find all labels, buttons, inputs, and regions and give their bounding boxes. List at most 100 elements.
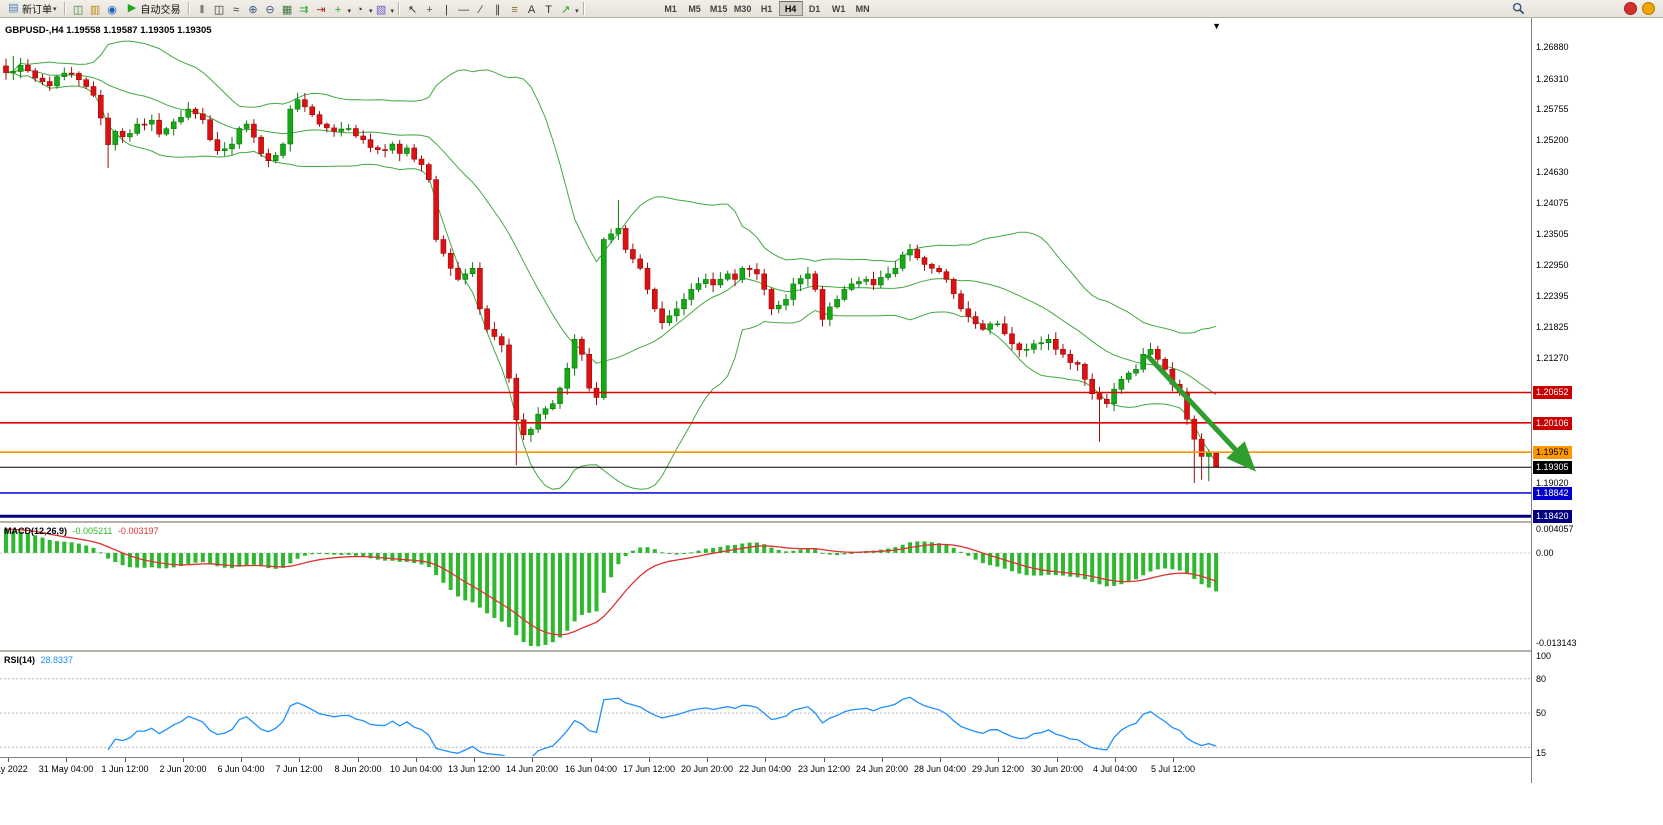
- auto-scroll-icon[interactable]: ⇉: [299, 3, 309, 16]
- chart-shift-icon[interactable]: ⇥: [316, 3, 326, 16]
- new-chart-icon[interactable]: ◫: [72, 3, 84, 16]
- candle: [783, 299, 789, 306]
- candle: [1133, 368, 1139, 374]
- time-tick: [765, 758, 766, 762]
- macd-histogram-bar: [784, 551, 788, 553]
- candle: [46, 81, 53, 87]
- macd-histogram-bar: [84, 545, 89, 553]
- status-icon-yellow[interactable]: [1642, 2, 1655, 15]
- macd-panel[interactable]: [0, 523, 1531, 650]
- macd-histogram-bar: [302, 553, 307, 556]
- trend-arrow[interactable]: [1145, 353, 1257, 472]
- macd-histogram-bar: [951, 547, 956, 553]
- time-axis-label: May 2022: [0, 764, 28, 774]
- candle: [119, 131, 126, 138]
- crosshair-icon[interactable]: +: [426, 3, 433, 16]
- tile-windows-icon[interactable]: ▦: [281, 3, 293, 16]
- search-icon[interactable]: [1510, 1, 1527, 16]
- macd-histogram-bar: [98, 552, 103, 554]
- time-axis-label: 16 Jun 04:00: [564, 764, 618, 774]
- timeframe-button-m30[interactable]: M30: [731, 1, 755, 16]
- price-tick-label: 1.22395: [1536, 291, 1569, 301]
- candle: [1213, 452, 1219, 468]
- candle: [54, 76, 60, 87]
- macd-histogram-bar: [390, 553, 395, 561]
- macd-histogram-bar: [849, 553, 854, 554]
- line-chart-icon[interactable]: ≈: [232, 3, 240, 16]
- time-axis-label: 28 Jun 04:00: [913, 764, 967, 774]
- timeframe-button-d1[interactable]: D1: [803, 1, 827, 16]
- time-axis[interactable]: May 2022 31 May 04:00 1 Jun 12:00 2 Jun 20:…: [0, 757, 1531, 783]
- status-icon-red[interactable]: [1624, 2, 1637, 15]
- panel-splitter[interactable]: [0, 650, 1663, 652]
- candle: [885, 273, 891, 278]
- horizontal-line-icon[interactable]: ―: [458, 3, 470, 16]
- price-chart[interactable]: ▼: [0, 18, 1531, 521]
- macd-signal-line: [5, 528, 1217, 636]
- label-icon[interactable]: T: [545, 3, 552, 16]
- candle: [221, 148, 228, 152]
- timeframe-button-mn[interactable]: MN: [851, 1, 875, 16]
- indicators-icon[interactable]: +: [334, 3, 342, 16]
- candle: [90, 86, 97, 96]
- timeframe-button-w1[interactable]: W1: [827, 1, 851, 16]
- candle: [936, 268, 942, 273]
- macd-histogram-bar: [1170, 553, 1175, 570]
- macd-histogram-bar: [397, 553, 402, 562]
- new-order-button[interactable]: ▤ 新订单 ▾: [2, 1, 60, 17]
- zoom-out-icon[interactable]: ⊖: [265, 3, 275, 16]
- candle: [39, 77, 46, 82]
- profiles-icon[interactable]: ▥: [89, 3, 101, 16]
- time-tick: [358, 758, 359, 762]
- macd-histogram-bar: [477, 553, 482, 608]
- panel-splitter[interactable]: [0, 521, 1663, 523]
- macd-histogram-bar: [470, 553, 475, 603]
- macd-histogram-bar: [317, 553, 322, 554]
- templates-icon[interactable]: ▧: [375, 3, 387, 16]
- trendline-icon[interactable]: ∕: [479, 3, 482, 16]
- chevron-down-icon: ▾: [390, 7, 395, 15]
- rsi-line: [107, 696, 1217, 756]
- price-scale[interactable]: 1.26880 1.26310 1.25755 1.25200 1.24630 1.240…: [1531, 18, 1663, 783]
- candle: [994, 323, 1001, 326]
- candle: [790, 283, 797, 300]
- macd-histogram-bar: [915, 541, 920, 553]
- fibonacci-icon[interactable]: ≡: [511, 3, 518, 16]
- rsi-scale-label: 80: [1536, 674, 1547, 684]
- candle: [1118, 378, 1125, 390]
- macd-histogram-bar: [1214, 553, 1219, 592]
- candle: [528, 428, 534, 436]
- macd-histogram-bar: [550, 553, 555, 643]
- zoom-in-icon[interactable]: ⊕: [248, 3, 258, 16]
- autotrading-button[interactable]: ▶ 自动交易: [121, 1, 184, 17]
- candle: [695, 283, 702, 290]
- rsi-panel[interactable]: [0, 652, 1531, 756]
- time-tick: [940, 758, 941, 762]
- timeframe-button-m15[interactable]: M15: [707, 1, 731, 16]
- bar-chart-icon[interactable]: ‖: [199, 3, 205, 16]
- cursor-icon[interactable]: ↖: [407, 3, 418, 16]
- arrows-icon[interactable]: ↗: [560, 3, 571, 16]
- vertical-line-icon[interactable]: |: [445, 3, 448, 16]
- candle: [3, 65, 9, 73]
- market-watch-icon[interactable]: ◉: [107, 3, 117, 16]
- time-tick: [824, 758, 825, 762]
- candle: [775, 304, 782, 310]
- macd-histogram-bar: [594, 553, 599, 612]
- candlestick-chart-icon[interactable]: ◫: [213, 3, 225, 16]
- candle: [943, 271, 950, 280]
- timeframe-button-m1[interactable]: M1: [659, 1, 683, 16]
- macd-histogram-bar: [1053, 553, 1058, 576]
- channel-icon[interactable]: ∥: [494, 3, 501, 16]
- timeframe-button-h4[interactable]: H4: [778, 1, 803, 16]
- text-icon[interactable]: A: [527, 3, 536, 16]
- macd-histogram-bar: [127, 553, 132, 568]
- candle: [440, 239, 447, 254]
- candle: [622, 228, 629, 250]
- macd-histogram-bar: [332, 553, 337, 555]
- periods-icon[interactable]: ◔: [356, 3, 363, 16]
- timeframe-button-m5[interactable]: M5: [683, 1, 707, 16]
- timeframe-button-h1[interactable]: H1: [755, 1, 779, 16]
- macd-histogram-bar: [1163, 553, 1168, 569]
- macd-histogram-bar: [995, 553, 1000, 567]
